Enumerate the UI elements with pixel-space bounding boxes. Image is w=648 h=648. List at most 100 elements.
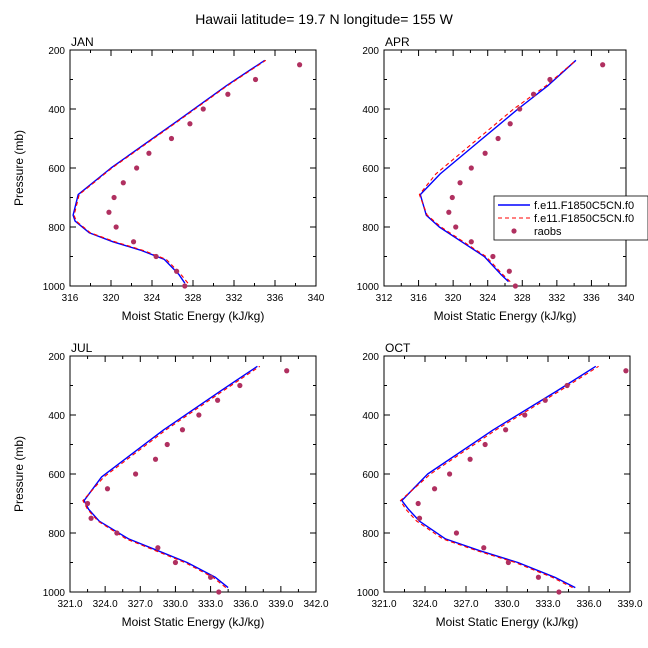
panel-apr: APR 312 316 320 324 328 332 336 340 200 400 600 800 1… (357, 35, 635, 323)
raobs-point (284, 368, 290, 374)
raobs-point (482, 441, 488, 448)
y-tick-label: 200 (362, 46, 379, 57)
plot-frame (383, 49, 627, 287)
raobs-point (134, 165, 140, 171)
raobs-point (207, 574, 214, 580)
x-tick-label: 330.0 (494, 599, 519, 610)
raobs-point (168, 135, 175, 142)
raobs-point (106, 209, 112, 215)
raobs-point (600, 62, 606, 68)
y-tick-label: 600 (362, 470, 379, 481)
x-axis-label: Moist Static Energy (kJ/kg) (436, 615, 579, 629)
raobs-point (547, 76, 553, 83)
x-tick-label: 333.0 (535, 599, 560, 610)
series-line-model-solid (401, 365, 597, 589)
x-axis-label: Moist Static Energy (kJ/kg) (122, 615, 265, 629)
x-tick-label: 340 (308, 293, 325, 304)
raobs-point (252, 76, 259, 83)
y-tick-label: 400 (48, 105, 65, 116)
raobs-point (446, 209, 452, 215)
raobs-point (506, 268, 512, 274)
y-tick-label: 600 (48, 470, 65, 481)
legend: f.e11.F1850C5CN.f0f.e11.F1850C5CN.f0raob… (493, 195, 648, 241)
y-tick-label: 800 (48, 529, 65, 540)
x-tick-label: 324.0 (412, 599, 437, 610)
raobs-point (120, 180, 126, 186)
raobs-point (84, 500, 91, 507)
raobs-point (179, 427, 186, 433)
series-line-model-dashed (73, 59, 267, 284)
raobs-point (216, 589, 222, 595)
x-tick-label: 327.0 (128, 599, 153, 610)
panel-jul: JUL 321.0 324.0 327.0 330.0 333.0 336.0 339.0 34… (12, 341, 329, 629)
raobs-point (468, 165, 474, 171)
panel-label: JUL (71, 341, 93, 355)
panel-label: JAN (71, 35, 94, 49)
panel-label: APR (385, 35, 410, 49)
x-tick-label: 316 (410, 293, 427, 304)
y-tick-label: 400 (362, 105, 379, 116)
raobs-point (237, 382, 243, 389)
y-tick-label: 1000 (357, 588, 380, 599)
plot-frame (383, 355, 631, 593)
raobs-point (490, 253, 496, 260)
raobs-point (174, 268, 180, 274)
legend-label: raobs (534, 226, 562, 238)
raobs-point (468, 239, 474, 245)
x-axis-label: Moist Static Energy (kJ/kg) (122, 309, 265, 323)
panel-jan: JAN 316 320 324 328 332 336 340 200 400 600 800 1000… (12, 35, 325, 323)
raobs-point (542, 397, 548, 403)
y-tick-label: 1000 (43, 282, 66, 293)
x-tick-label: 339.0 (268, 599, 293, 610)
y-tick-label: 1000 (357, 282, 380, 293)
raobs-point (215, 397, 221, 403)
raobs-point (130, 239, 137, 245)
raobs-point (467, 456, 473, 462)
series-line-model-solid (72, 59, 266, 284)
raobs-point (415, 500, 421, 507)
raobs-point (495, 135, 501, 142)
raobs-point (449, 194, 455, 201)
raobs-point (503, 427, 509, 433)
raobs-point (114, 530, 120, 536)
legend-swatch-marker (511, 228, 517, 234)
x-tick-label: 339.0 (617, 599, 642, 610)
x-tick-label: 328 (514, 293, 531, 304)
x-tick-label: 320 (103, 293, 120, 304)
y-tick-label: 600 (48, 164, 65, 175)
y-tick-label: 400 (362, 411, 379, 422)
y-tick-label: 800 (362, 223, 379, 234)
y-tick-label: 600 (362, 164, 379, 175)
raobs-point (530, 91, 537, 97)
x-tick-label: 312 (376, 293, 393, 304)
raobs-point (113, 224, 119, 230)
figure-title: Hawaii latitude= 19.7 N longitude= 155 W (195, 11, 453, 27)
series-line-model-dashed (418, 59, 577, 282)
raobs-point (416, 515, 423, 521)
y-axis-label: Pressure (mb) (12, 130, 26, 206)
x-tick-label: 320 (445, 293, 462, 304)
x-tick-label: 327.0 (453, 599, 478, 610)
raobs-point (146, 150, 152, 156)
x-tick-label: 342.0 (303, 599, 328, 610)
raobs-point (104, 486, 111, 492)
raobs-point (457, 180, 463, 186)
plot-frame (69, 355, 317, 593)
raobs-point (200, 106, 206, 112)
x-tick-label: 336.0 (233, 599, 258, 610)
y-tick-label: 200 (48, 46, 65, 57)
legend-label: f.e11.F1850C5CN.f0 (534, 200, 634, 212)
x-tick-label: 340 (618, 293, 635, 304)
x-tick-label: 316 (62, 293, 79, 304)
legend-label: f.e11.F1850C5CN.f0 (534, 213, 634, 225)
raobs-point (152, 456, 159, 462)
panel-oct: OCT 321.0 324.0 327.0 330.0 333.0 336.0 339.0 20… (357, 341, 643, 629)
raobs-point (517, 106, 523, 112)
raobs-point (512, 283, 518, 289)
x-tick-label: 324.0 (93, 599, 118, 610)
series-line-model-dashed (399, 365, 599, 589)
y-tick-label: 1000 (43, 588, 66, 599)
x-tick-label: 324 (144, 293, 161, 304)
x-tick-label: 324 (479, 293, 496, 304)
raobs-point (623, 368, 629, 374)
